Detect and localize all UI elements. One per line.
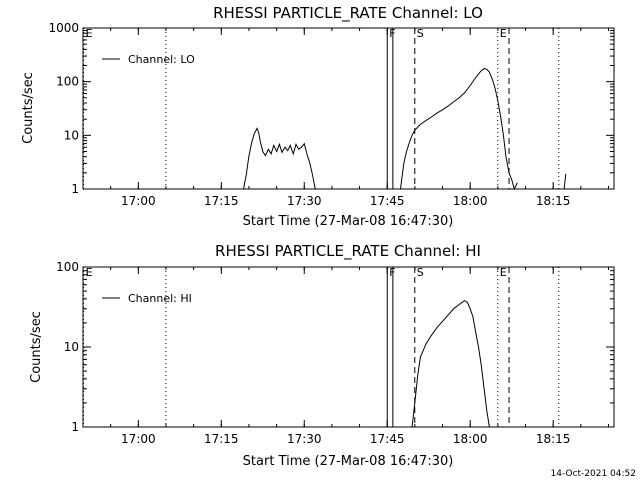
y-tick-label: 10 [64,128,79,142]
y-tick-label: 10 [64,340,79,354]
x-tick-label: 18:00 [453,432,488,446]
series-line [400,68,518,191]
series-line [563,173,567,190]
plot-hi: 17:0017:1517:3017:4518:0018:15110100EFSE… [56,260,615,446]
event-marker-label: E [86,27,93,40]
x-tick-label: 17:00 [121,194,156,208]
ylabel-hi: Counts/sec [29,311,44,383]
y-tick-label: 100 [56,260,79,274]
y-tick-label: 1 [71,420,79,434]
chart-title-lo: RHESSI PARTICLE_RATE Channel: LO [213,4,483,23]
event-marker-label: S [417,266,424,279]
event-marker-label: E [86,266,93,279]
ylabel-lo: Counts/sec [21,72,36,144]
y-tick-label: 1 [71,182,79,196]
plot-frame [82,266,615,428]
event-marker-label: E [500,27,507,40]
x-tick-label: 17:00 [121,432,156,446]
chart-title-hi: RHESSI PARTICLE_RATE Channel: HI [215,242,481,261]
legend-label: Channel: HI [128,292,192,305]
y-tick-label: 100 [56,75,79,89]
plot-frame [82,27,615,190]
xlabel-hi: Start Time (27-Mar-08 16:47:30) [243,454,454,469]
series-line [411,299,490,428]
plot-lo: 17:00 17:15 17:30 17:45 18:00 18:15 1 10 100 1000… [48,21,615,208]
x-tick-label: 17:30 [287,432,322,446]
x-tick-label: 18:00 [453,194,488,208]
series-line [243,127,316,190]
x-tick-label: 17:45 [370,432,405,446]
x-tick-label: 17:45 [370,194,405,208]
event-marker-label: S [417,27,424,40]
x-tick-label: 17:30 [287,194,322,208]
x-tick-label: 17:15 [204,194,239,208]
x-tick-label: 18:15 [536,432,571,446]
y-tick-label: 1000 [48,21,79,35]
event-marker-label: E [500,266,507,279]
footer-timestamp: 14-Oct-2021 04:52 [551,469,636,479]
x-tick-label: 17:15 [204,432,239,446]
legend-label: Channel: LO [128,53,195,66]
xlabel-lo: Start Time (27-Mar-08 16:47:30) [243,214,454,229]
x-tick-label: 18:15 [536,194,571,208]
